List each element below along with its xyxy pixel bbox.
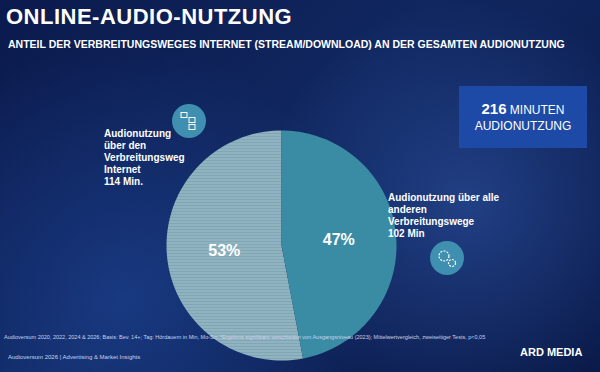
html-text:Audionutzung über alle anderen: Audionutzung über alle anderen Verbreitu… — [388, 192, 500, 239]
html-text:216MINUTEN: 216MINUTEN — [481, 99, 565, 117]
html-text:ARD MEDIA: ARD MEDIA — [520, 346, 583, 358]
html-text:Audioversum 2020, 2022, 2024 &: Audioversum 2020, 2022, 2024 & 2026; Bas… — [4, 334, 486, 340]
html-text:ONLINE-AUDIO-NUTZUNG: ONLINE-AUDIO-NUTZUNG — [6, 4, 293, 29]
html-text:ANTEIL DER VERBREITUNGSWEGES I: ANTEIL DER VERBREITUNGSWEGES INTERNET (S… — [8, 38, 565, 50]
html-text:Audioversum 2026 | Advertising: Audioversum 2026 | Advertising & Market … — [8, 354, 141, 360]
svg-text:47%: 47% — [323, 231, 355, 248]
svg-text:53%: 53% — [208, 242, 240, 259]
html-text:AUDIONUTZUNG: AUDIONUTZUNG — [474, 118, 572, 133]
html-text:Audionutzung über den Verbreit: Audionutzung über den Verbreitungsweg In… — [104, 128, 185, 187]
